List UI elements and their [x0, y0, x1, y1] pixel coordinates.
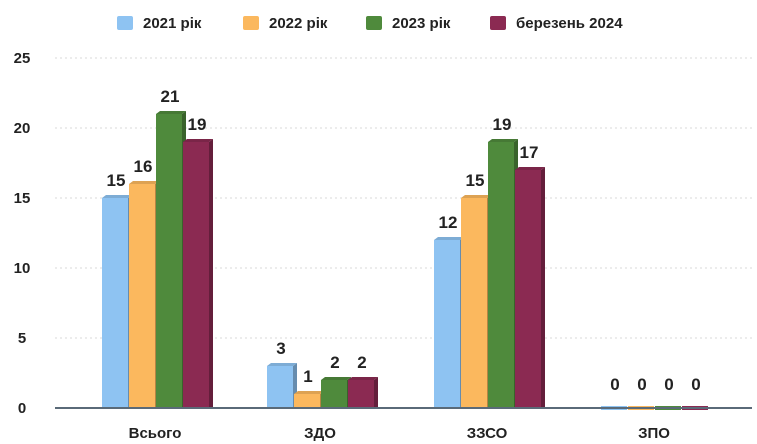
y-tick-label: 20	[14, 120, 31, 137]
bar-front	[102, 198, 128, 408]
data-label: 16	[134, 157, 153, 176]
bar	[183, 139, 213, 408]
data-label: 21	[161, 87, 180, 106]
bar	[129, 181, 159, 408]
data-label: 2	[357, 353, 366, 372]
bar-top	[434, 237, 464, 240]
legend-label: 2022 рік	[269, 15, 328, 32]
legend-swatch	[366, 16, 382, 30]
bar-top	[348, 377, 378, 380]
bar-front	[348, 380, 374, 408]
legend-item: березень 2024	[490, 15, 623, 32]
legend: 2021 рік 2022 рік 2023 рік березень 2024	[117, 15, 623, 32]
data-label: 12	[439, 213, 458, 232]
bar-side	[209, 139, 213, 408]
bar-front	[321, 380, 347, 408]
bar-top	[461, 195, 491, 198]
y-axis: 0 5 10 15 20 25	[14, 50, 31, 417]
bar	[267, 363, 297, 408]
bar-top	[129, 181, 159, 184]
y-tick-label: 25	[14, 50, 31, 67]
bar-front	[129, 184, 155, 408]
bar-front	[515, 170, 541, 408]
bar-side	[541, 167, 545, 408]
bar-top	[183, 139, 213, 142]
y-tick-label: 5	[18, 330, 26, 347]
bar-top	[515, 167, 545, 170]
x-tick-label: ЗЗСО	[467, 425, 508, 442]
bar-front	[294, 394, 320, 408]
x-axis: Всього ЗДО ЗЗСО ЗПО	[55, 407, 752, 442]
data-label: 19	[188, 115, 207, 134]
legend-label: березень 2024	[516, 15, 623, 32]
data-label: 0	[664, 375, 673, 394]
data-label: 0	[637, 375, 646, 394]
bar	[294, 391, 324, 408]
bar-top	[294, 391, 324, 394]
legend-swatch	[490, 16, 506, 30]
bar-front	[434, 240, 460, 408]
bar-top	[321, 377, 351, 380]
bar-front	[267, 366, 293, 408]
bar	[102, 195, 132, 408]
data-label: 19	[493, 115, 512, 134]
legend-item: 2022 рік	[243, 15, 328, 32]
bar	[434, 237, 464, 408]
y-tick-label: 0	[18, 400, 26, 417]
x-tick-label: Всього	[129, 425, 182, 442]
legend-item: 2021 рік	[117, 15, 202, 32]
bar-side	[374, 377, 378, 408]
data-label: 17	[520, 143, 539, 162]
x-tick-label: ЗДО	[304, 425, 336, 442]
legend-swatch	[243, 16, 259, 30]
bar-front	[488, 142, 514, 408]
data-label: 15	[466, 171, 485, 190]
data-label: 3	[276, 339, 285, 358]
legend-item: 2023 рік	[366, 15, 451, 32]
data-label: 0	[610, 375, 619, 394]
bar-top	[156, 111, 186, 114]
bar-front	[183, 142, 209, 408]
bar-top	[488, 139, 518, 142]
data-label: 1	[303, 367, 312, 386]
bar	[461, 195, 491, 408]
legend-label: 2021 рік	[143, 15, 202, 32]
bar	[515, 167, 545, 408]
data-label: 2	[330, 353, 339, 372]
data-label: 15	[107, 171, 126, 190]
data-label: 0	[691, 375, 700, 394]
x-tick-label: ЗПО	[638, 425, 670, 442]
bar	[321, 377, 351, 408]
y-tick-label: 15	[14, 190, 31, 207]
bar	[488, 139, 518, 408]
bar-front	[156, 114, 182, 408]
bar-front	[461, 198, 487, 408]
legend-label: 2023 рік	[392, 15, 451, 32]
legend-swatch	[117, 16, 133, 30]
bar	[156, 111, 186, 408]
y-tick-label: 10	[14, 260, 31, 277]
bar-top	[267, 363, 297, 366]
bar-top	[102, 195, 132, 198]
bar	[348, 377, 378, 408]
